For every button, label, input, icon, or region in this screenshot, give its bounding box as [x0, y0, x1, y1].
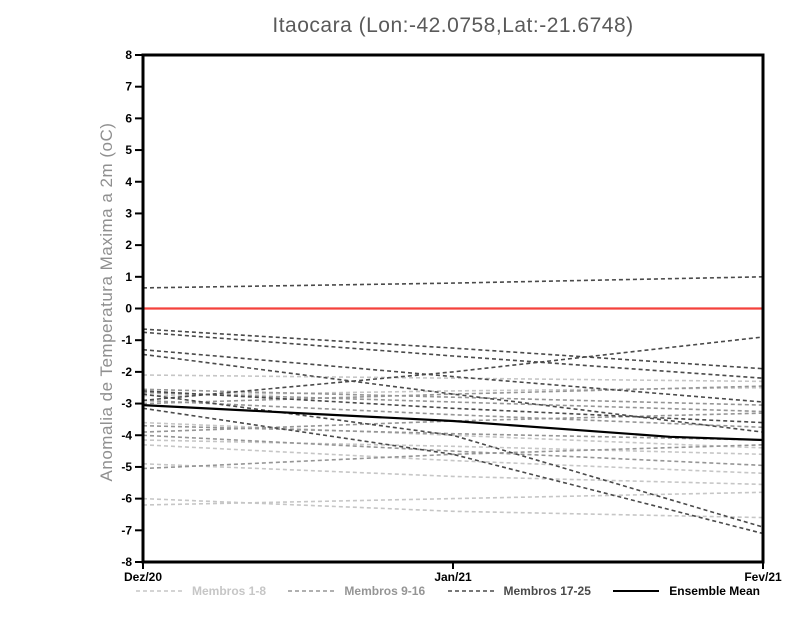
x-tick-label: Jan/21 [434, 570, 472, 584]
ensemble-member-line [142, 444, 764, 470]
y-tick-label: 1 [125, 270, 132, 284]
ensemble-member-line [142, 407, 764, 535]
ensemble-member-line [142, 390, 764, 424]
ensemble-member-line [142, 331, 764, 379]
y-tick-label: 2 [125, 238, 132, 252]
ensemble-member-line [142, 348, 764, 403]
y-tick-label: -8 [121, 555, 132, 569]
ensemble-member-line [142, 386, 764, 397]
y-tick-label: -1 [121, 333, 132, 347]
chart-title: Itaocara (Lon:-42.0758,Lat:-21.6748) [272, 14, 634, 37]
y-tick-label: 4 [125, 175, 132, 189]
x-tick-label: Dez/20 [124, 570, 162, 584]
y-tick-label: 0 [125, 302, 132, 316]
ensemble-member-line [142, 497, 764, 519]
ensemble-member-line [142, 444, 764, 475]
legend-label: Membros 1-8 [192, 584, 267, 598]
ensemble-member-line [142, 385, 764, 405]
legend-item: Membros 1-8 [135, 584, 266, 598]
legend-label: Membros 17-25 [503, 584, 591, 598]
ensemble-member-line [142, 424, 764, 441]
legend-item: Membros 9-16 [287, 584, 425, 598]
y-tick-label: 6 [125, 111, 132, 125]
ensemble-member-line [142, 388, 764, 406]
ensemble-member-line [142, 353, 764, 433]
legend-label: Membros 9-16 [344, 584, 426, 598]
x-tick-label: Fev/21 [744, 570, 782, 584]
y-tick-label: -3 [121, 397, 132, 411]
ensemble-member-line [142, 336, 764, 402]
legend-solid-line-icon [613, 590, 660, 592]
chart-legend: Membros 1-8 Membros 9-16 Membros 17-25 E… [135, 584, 760, 598]
legend-label: Ensemble Mean [669, 584, 760, 598]
ensemble-member-line [142, 399, 764, 429]
ensemble-member-line [142, 374, 764, 383]
ensemble-mean-line [142, 404, 764, 442]
ensemble-member-line [142, 276, 764, 289]
ensemble-member-line [142, 491, 764, 506]
y-tick-label: 7 [125, 80, 132, 94]
legend-dashed-line-icon [447, 590, 494, 592]
ensemble-member-line [142, 393, 764, 528]
legend-dashed-line-icon [288, 590, 335, 592]
y-tick-label: -4 [121, 428, 132, 442]
ensemble-member-line [142, 463, 764, 486]
ensemble-member-line [142, 439, 764, 456]
ensemble-member-line [142, 391, 764, 413]
ensemble-member-line [142, 328, 764, 370]
legend-item: Ensemble Mean [612, 584, 760, 598]
y-tick-label: 8 [125, 48, 132, 62]
y-tick-label: -5 [121, 460, 132, 474]
ensemble-member-line [142, 421, 764, 449]
y-tick-label: 5 [125, 143, 132, 157]
y-tick-label: -2 [121, 365, 132, 379]
y-tick-label: -7 [121, 523, 132, 537]
legend-dashed-line-icon [136, 590, 182, 592]
y-tick-label: 3 [125, 206, 132, 220]
y-tick-label: -6 [121, 492, 132, 506]
legend-item: Membros 17-25 [447, 584, 591, 598]
ensemble-member-line [142, 434, 764, 467]
